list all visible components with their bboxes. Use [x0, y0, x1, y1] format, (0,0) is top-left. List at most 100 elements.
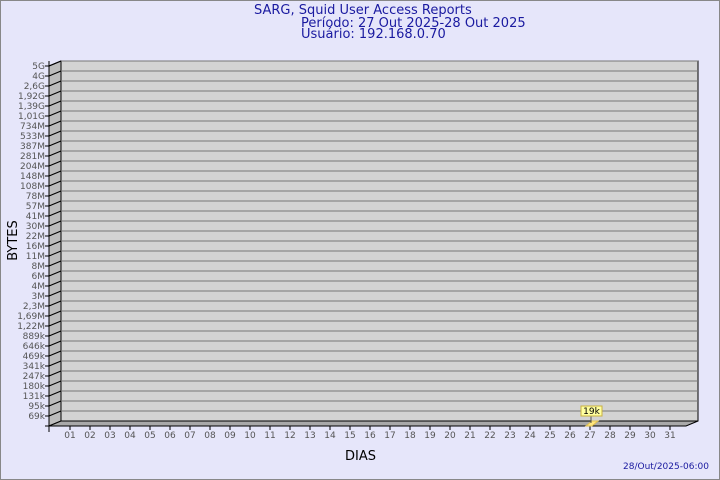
- y-tick-label: 108M: [20, 182, 45, 192]
- x-tick-label: 03: [104, 431, 115, 441]
- x-tick-label: 20: [444, 431, 456, 441]
- y-tick-label: 95k: [28, 402, 45, 412]
- y-tick-label: 2,3M: [23, 302, 45, 312]
- y-tick-label: 180k: [23, 382, 46, 392]
- y-tick-diag: [48, 410, 62, 417]
- x-tick-label: 10: [244, 431, 256, 441]
- y-tick-label: 8M: [32, 262, 46, 272]
- y-tick-diag: [48, 320, 62, 327]
- x-tick-label: 12: [284, 431, 295, 441]
- y-tick-label: 30M: [26, 222, 45, 232]
- y-tick-label: 41M: [26, 212, 45, 222]
- data-label: 19k: [583, 407, 600, 417]
- y-tick-diag: [48, 120, 62, 127]
- x-tick-label: 30: [644, 431, 656, 441]
- y-tick-label: 57M: [26, 202, 45, 212]
- y-tick-diag: [48, 300, 62, 307]
- data-label-box: [580, 405, 603, 417]
- y-tick-diag: [48, 160, 62, 167]
- y-tick-label: 341k: [23, 362, 46, 372]
- y-tick-diag: [48, 220, 62, 227]
- y-tick-diag: [48, 380, 62, 387]
- y-tick-diag: [48, 200, 62, 207]
- x-tick-label: 08: [204, 431, 216, 441]
- y-tick-diag: [48, 240, 62, 247]
- x-tick-label: 17: [384, 431, 395, 441]
- y-tick-diag: [48, 230, 62, 237]
- y-tick-diag: [48, 390, 62, 397]
- y-tick-diag: [48, 140, 62, 147]
- timestamp: 28/Out/2025-06:00: [623, 462, 709, 472]
- period-label: Período: 27 Out 2025-28 Out 2025: [301, 16, 526, 31]
- y-tick-label: 4M: [32, 282, 46, 292]
- y-tick-diag: [48, 170, 62, 177]
- x-tick-label: 19: [424, 431, 436, 441]
- y-tick-diag: [48, 80, 62, 87]
- x-tick-label: 13: [304, 431, 315, 441]
- x-tick-label: 29: [624, 431, 636, 441]
- y-tick-diag: [48, 130, 62, 137]
- y-tick-diag: [48, 180, 62, 187]
- y-tick-label: 1,22M: [17, 322, 45, 332]
- x-tick-label: 07: [184, 431, 195, 441]
- y-tick-label: 6M: [32, 272, 46, 282]
- y-tick-label: 4G: [32, 72, 45, 82]
- y-tick-label: 734M: [20, 122, 45, 132]
- y-tick-label: 1,92G: [18, 92, 45, 102]
- x-axis-label: DIAS: [345, 449, 376, 464]
- x-tick-label: 06: [164, 431, 176, 441]
- y-tick-diag: [48, 250, 62, 257]
- y-tick-diag: [48, 350, 62, 357]
- y-tick-label: 11M: [26, 252, 45, 262]
- x-tick-label: 18: [404, 431, 416, 441]
- y-tick-diag: [48, 330, 62, 337]
- x-tick-label: 23: [504, 431, 515, 441]
- x-tick-label: 21: [464, 431, 475, 441]
- y-tick-label: 22M: [26, 232, 45, 242]
- y-tick-diag: [48, 110, 62, 117]
- user-label: Usuário: 192.168.0.70: [301, 27, 446, 42]
- x-tick-label: 11: [264, 431, 275, 441]
- y-tick-diag: [48, 190, 62, 197]
- y-tick-label: 78M: [26, 192, 45, 202]
- y-tick-label: 387M: [20, 142, 45, 152]
- y-tick-label: 281M: [20, 152, 45, 162]
- x-tick-label: 14: [324, 431, 336, 441]
- x-tick-label: 01: [64, 431, 75, 441]
- x-tick-label: 05: [144, 431, 155, 441]
- y-tick-label: 646k: [23, 342, 46, 352]
- x-tick-label: 27: [584, 431, 595, 441]
- y-tick-diag: [48, 370, 62, 377]
- y-tick-diag: [48, 400, 62, 407]
- y-tick-label: 2,6G: [24, 82, 45, 92]
- y-tick-diag: [48, 150, 62, 157]
- y-tick-label: 131k: [23, 392, 46, 402]
- x-tick-label: 15: [344, 431, 355, 441]
- chart-title: SARG, Squid User Access Reports: [254, 3, 472, 18]
- y-tick-label: 1,69M: [17, 312, 45, 322]
- y-tick-diag: [48, 270, 62, 277]
- y-tick-diag: [48, 310, 62, 317]
- bar-day-27: [584, 420, 600, 427]
- y-tick-diag: [48, 100, 62, 107]
- y-tick-label: 69k: [28, 412, 45, 422]
- x-tick-label: 02: [84, 431, 95, 441]
- y-tick-diag: [48, 340, 62, 347]
- x-tick-label: 24: [524, 431, 536, 441]
- y-tick-diag: [48, 70, 62, 77]
- y-tick-label: 204M: [20, 162, 45, 172]
- y-tick-label: 1,39G: [18, 102, 45, 112]
- x-tick-label: 04: [124, 431, 136, 441]
- y-tick-label: 247k: [23, 372, 46, 382]
- y-tick-diag: [48, 260, 62, 267]
- y-tick-label: 148M: [20, 172, 45, 182]
- y-tick-diag: [48, 280, 62, 287]
- x-tick-label: 26: [564, 431, 576, 441]
- x-tick-label: 31: [664, 431, 675, 441]
- y-tick-label: 16M: [26, 242, 45, 252]
- y-tick-label: 1,01G: [18, 112, 45, 122]
- y-tick-diag: [48, 360, 62, 367]
- y-tick-diag: [48, 60, 62, 67]
- y-tick-label: 469k: [23, 352, 46, 362]
